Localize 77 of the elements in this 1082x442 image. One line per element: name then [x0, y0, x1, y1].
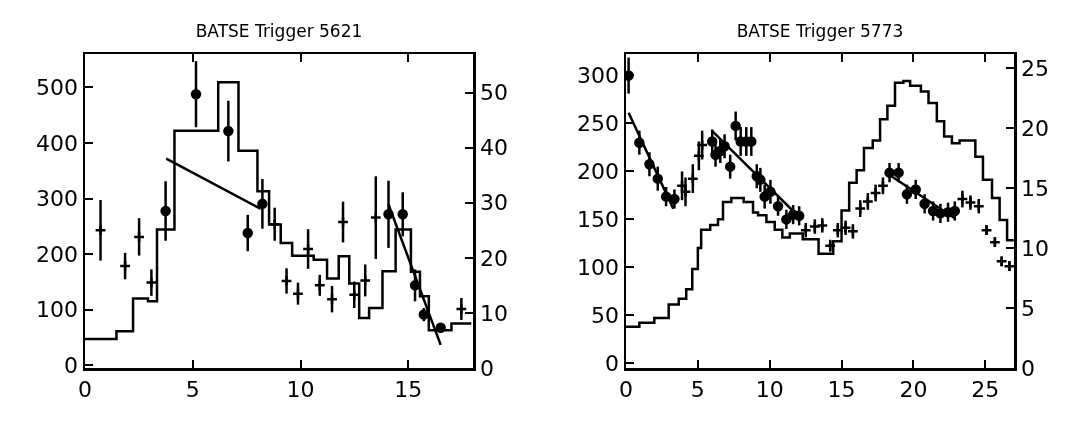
x-tick-label: 10 — [755, 376, 784, 402]
x-tick-label: 15 — [827, 376, 856, 402]
y-tick-label: 50 — [591, 302, 620, 328]
point — [644, 159, 655, 170]
y2-tick-label: 40 — [479, 135, 508, 161]
point — [118, 259, 132, 273]
point — [160, 205, 171, 217]
point — [336, 215, 350, 229]
point — [765, 186, 776, 198]
y2-tick-label: 10 — [1020, 235, 1049, 261]
y2-tick-label: 20 — [1020, 116, 1049, 142]
y2-tick-label: 30 — [479, 190, 508, 216]
y-tick-label: 200 — [36, 241, 79, 267]
point — [901, 188, 913, 200]
point — [988, 236, 1002, 249]
point — [435, 322, 446, 334]
point — [223, 125, 234, 137]
point — [730, 120, 741, 132]
point — [660, 191, 672, 202]
x-tick-label: 5 — [185, 376, 200, 402]
y2-tick-label: 0 — [1020, 355, 1035, 381]
point — [257, 198, 268, 210]
point — [949, 205, 961, 217]
point — [369, 211, 382, 224]
x-tick-label: 15 — [394, 376, 423, 402]
point — [280, 274, 293, 288]
point — [301, 242, 315, 256]
x-tick-label: 20 — [899, 376, 928, 402]
point — [919, 198, 930, 210]
point — [893, 167, 904, 178]
y2-tick-label: 10 — [479, 300, 508, 326]
point — [383, 209, 394, 220]
point — [190, 88, 202, 100]
y2-tick-label: 0 — [479, 355, 494, 381]
point — [824, 239, 837, 252]
chart-title: BATSE Trigger 5621 — [195, 20, 363, 41]
point — [291, 287, 305, 300]
y-tick-label: 500 — [36, 75, 79, 101]
y-tick-label: 100 — [577, 254, 620, 280]
point — [94, 224, 107, 237]
point — [808, 220, 821, 233]
point — [755, 174, 766, 186]
y-tick-label: 300 — [577, 62, 620, 88]
chart-title: BATSE Trigger 5773 — [736, 20, 904, 41]
y2-tick-label: 15 — [1020, 175, 1049, 201]
point — [724, 161, 736, 172]
y-tick-label: 400 — [36, 130, 79, 156]
point — [359, 274, 372, 287]
point — [313, 279, 326, 292]
point — [706, 136, 718, 147]
y-tick-label: 0 — [605, 350, 620, 376]
point — [910, 184, 921, 195]
x-tick-label: 25 — [971, 376, 1000, 402]
point — [397, 209, 408, 220]
y-tick-label: 150 — [577, 206, 620, 232]
point — [854, 202, 867, 215]
x-tick-label: 5 — [690, 376, 705, 402]
point — [132, 230, 146, 244]
y2-tick-label: 5 — [1020, 295, 1035, 321]
y-tick-label: 100 — [36, 297, 79, 323]
point — [935, 208, 946, 219]
y2-tick-label: 50 — [479, 80, 508, 106]
y2-tick-label: 20 — [479, 245, 508, 271]
point — [325, 292, 339, 306]
point — [781, 214, 792, 225]
y-tick-label: 200 — [577, 158, 620, 184]
y-tick-label: 250 — [577, 110, 620, 136]
point — [652, 173, 664, 184]
point — [634, 137, 645, 148]
y2-tick-label: 25 — [1020, 56, 1049, 82]
point — [669, 193, 680, 205]
x-tick-label: 10 — [286, 376, 315, 402]
y-tick-label: 0 — [64, 352, 79, 378]
point — [242, 227, 253, 239]
point — [884, 167, 895, 178]
y-tick-label: 300 — [36, 186, 79, 212]
point — [772, 200, 784, 212]
